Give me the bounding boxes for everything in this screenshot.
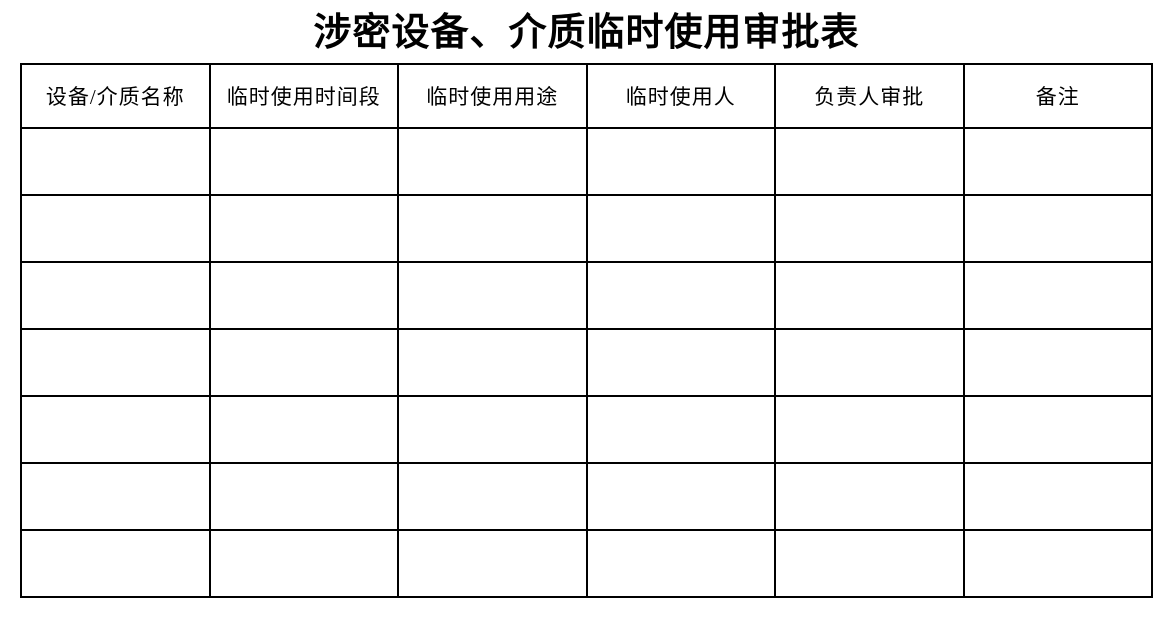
table-row <box>20 261 1153 330</box>
table-cell[interactable] <box>20 127 211 196</box>
table-cell[interactable] <box>774 194 965 263</box>
table-cell[interactable] <box>20 261 211 330</box>
table-cell[interactable] <box>208 328 399 397</box>
table-cell[interactable] <box>774 529 965 598</box>
table-cell[interactable] <box>20 395 211 464</box>
table-row <box>20 462 1153 531</box>
table-cell[interactable] <box>208 395 399 464</box>
table-row <box>20 328 1153 397</box>
table-cell[interactable] <box>20 328 211 397</box>
table-row <box>20 395 1153 464</box>
table-cell[interactable] <box>397 127 588 196</box>
table-cell[interactable] <box>208 127 399 196</box>
table-cell[interactable] <box>397 261 588 330</box>
table-row <box>20 127 1153 196</box>
column-header-remarks: 备注 <box>962 63 1153 129</box>
table-cell[interactable] <box>962 395 1153 464</box>
table-cell[interactable] <box>397 194 588 263</box>
table-cell[interactable] <box>585 261 776 330</box>
column-header-purpose: 临时使用用途 <box>397 63 588 129</box>
table-header: 设备/介质名称 临时使用时间段 临时使用用途 临时使用人 负责人审批 备注 <box>20 63 1153 129</box>
table-cell[interactable] <box>397 328 588 397</box>
table-cell[interactable] <box>962 529 1153 598</box>
table-cell[interactable] <box>962 194 1153 263</box>
table-cell[interactable] <box>397 395 588 464</box>
table-cell[interactable] <box>585 462 776 531</box>
table-cell[interactable] <box>962 328 1153 397</box>
table-cell[interactable] <box>208 261 399 330</box>
table-cell[interactable] <box>774 395 965 464</box>
table-cell[interactable] <box>585 328 776 397</box>
table-cell[interactable] <box>397 529 588 598</box>
header-row: 设备/介质名称 临时使用时间段 临时使用用途 临时使用人 负责人审批 备注 <box>20 63 1153 129</box>
table-cell[interactable] <box>20 462 211 531</box>
table-cell[interactable] <box>774 127 965 196</box>
column-header-device-name: 设备/介质名称 <box>20 63 211 129</box>
table-cell[interactable] <box>774 462 965 531</box>
table-cell[interactable] <box>774 261 965 330</box>
table-row <box>20 529 1153 598</box>
page-title: 涉密设备、介质临时使用审批表 <box>313 12 860 54</box>
table-cell[interactable] <box>962 462 1153 531</box>
table-cell[interactable] <box>774 328 965 397</box>
table-cell[interactable] <box>585 529 776 598</box>
table-cell[interactable] <box>962 261 1153 330</box>
column-header-user: 临时使用人 <box>585 63 776 129</box>
column-header-approval: 负责人审批 <box>774 63 965 129</box>
table-cell[interactable] <box>585 194 776 263</box>
table-cell[interactable] <box>397 462 588 531</box>
table-body <box>20 127 1153 598</box>
table-cell[interactable] <box>208 529 399 598</box>
approval-table: 设备/介质名称 临时使用时间段 临时使用用途 临时使用人 负责人审批 备注 <box>20 63 1153 598</box>
table-row <box>20 194 1153 263</box>
column-header-time-period: 临时使用时间段 <box>208 63 399 129</box>
table-cell[interactable] <box>20 194 211 263</box>
table-cell[interactable] <box>585 395 776 464</box>
table-cell[interactable] <box>208 462 399 531</box>
table-cell[interactable] <box>20 529 211 598</box>
table-cell[interactable] <box>208 194 399 263</box>
table-cell[interactable] <box>962 127 1153 196</box>
table-cell[interactable] <box>585 127 776 196</box>
